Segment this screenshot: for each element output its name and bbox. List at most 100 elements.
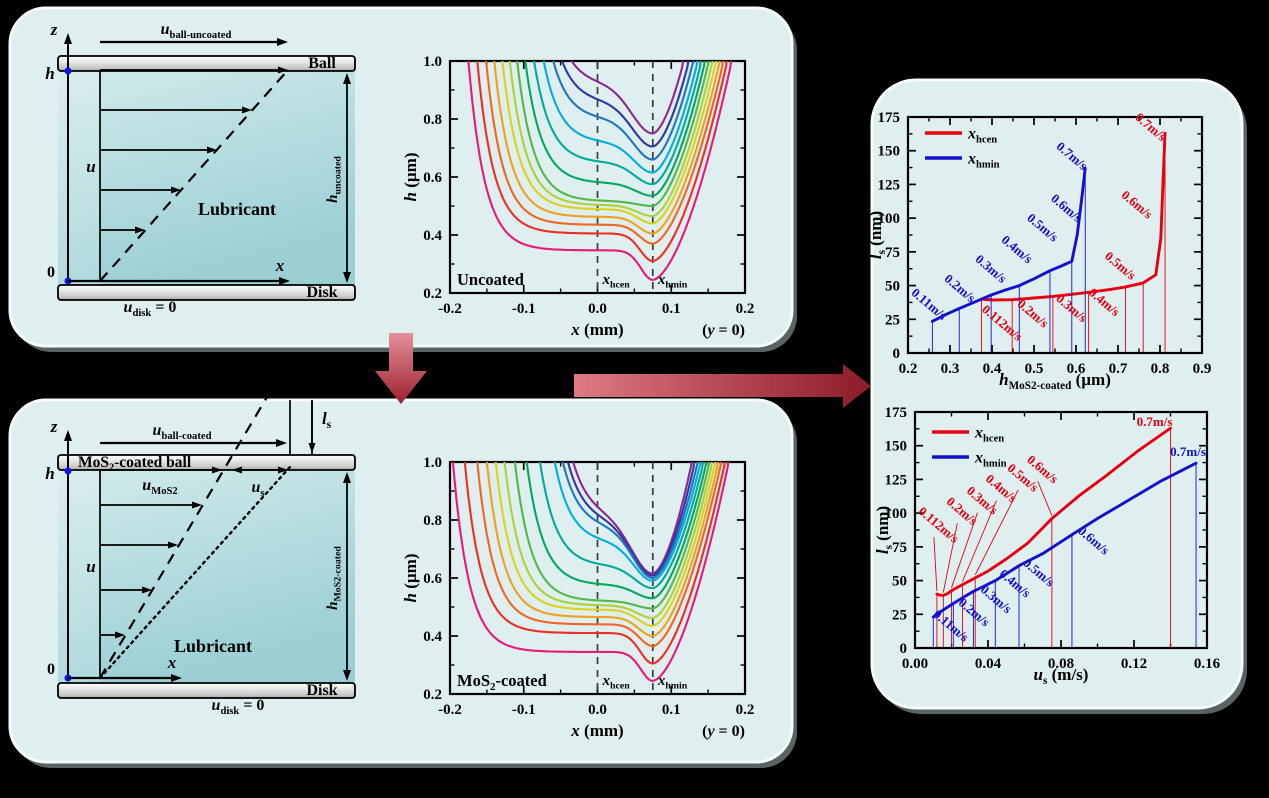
film-profile-curve	[516, 61, 710, 208]
y-tick-label: 0.8	[423, 513, 442, 529]
ball-bar	[57, 55, 356, 72]
arrowhead	[168, 541, 178, 549]
film-profile-curve	[451, 462, 730, 682]
velocity-arrow	[100, 66, 288, 74]
arrowhead	[232, 466, 242, 474]
arrowhead	[135, 226, 145, 234]
legend-label: xhcen	[974, 425, 1004, 445]
x-tick-label: 0.4	[983, 361, 1002, 377]
film-profile-curve	[501, 61, 718, 225]
film-profile-curve	[503, 462, 713, 620]
z-axis-label: z	[50, 20, 58, 39]
film-profile-curve	[493, 61, 721, 235]
lubricant-label: Lubricant	[198, 199, 276, 219]
chart-uncoated: -0.2 -0.1 0.0 0.1 0.2 0.2 0.4 0.6 0.8 1.0 xhcen xhm…	[401, 54, 754, 339]
label-leader	[962, 500, 997, 582]
h-gap-arrow	[343, 73, 351, 283]
x-tick-label: -0.2	[438, 702, 462, 718]
y-tick-label: 100	[885, 506, 908, 522]
u-disk-label: udisk = 0	[212, 697, 265, 717]
film-profile-curve	[542, 61, 699, 174]
x-tick-label: 0.2	[736, 702, 755, 718]
x-tick-label: 0.2	[736, 301, 755, 317]
lubricant-left-strip	[58, 70, 100, 285]
film-profile-curve	[494, 462, 717, 627]
panel-results	[870, 78, 1244, 710]
x-tick-label: 0.0	[588, 702, 607, 718]
y-tick-label: 0.8	[423, 112, 442, 128]
y-axis-title: ls (nm)	[873, 506, 895, 554]
arrowhead	[343, 272, 351, 283]
y-tick-label: 0.6	[423, 571, 442, 587]
schematic-uncoated: z h 0 x u Lubricant uball-uncoated Ball Disk udis…	[45, 20, 356, 319]
u-ball-arrow	[100, 38, 288, 46]
y-tick-label: 125	[885, 472, 908, 488]
arrowhead	[343, 670, 351, 681]
x-hcen-label: xhcen	[602, 272, 631, 291]
y-tick-label: 0	[893, 346, 901, 362]
x-tick-label: 0.7	[1109, 361, 1128, 377]
y-tick-label: 50	[885, 279, 900, 295]
film-profile-curve	[485, 462, 719, 638]
x-tick-label: 0.04	[975, 656, 1002, 672]
x-tick-label: -0.2	[438, 301, 462, 317]
flow-arrows-layer	[375, 333, 871, 408]
film-profile-curve	[476, 61, 728, 263]
x-axis-title: x (mm)	[570, 320, 623, 339]
film-profile-curve	[561, 61, 690, 148]
x-axis-title: x (mm)	[570, 721, 623, 740]
film-profile-curve	[538, 462, 705, 590]
arrowhead	[279, 277, 290, 285]
arrowhead	[278, 66, 288, 74]
film-profile-curve	[485, 61, 724, 245]
y-tick-label: 50	[892, 574, 907, 590]
lubricant-left-strip	[58, 470, 100, 683]
series-layer	[931, 426, 1198, 647]
x-tick-label: 0.2	[899, 361, 918, 377]
y-tick-label: 150	[885, 439, 908, 455]
x-tick-label: 0.16	[1194, 656, 1221, 672]
h-point-label: h	[45, 64, 54, 83]
film-profile-curve	[524, 61, 706, 197]
film-profile-curve	[467, 61, 733, 281]
x-tick-label: 0.00	[902, 656, 928, 672]
h-gap-label: hMoS2-coated	[325, 546, 344, 610]
film-profile-curve	[570, 61, 685, 135]
film-profile-curve	[508, 61, 714, 218]
x-axis-arrow	[68, 674, 182, 682]
series-x_hcen	[935, 426, 1172, 597]
y-tick-label: 175	[885, 405, 908, 421]
velocity-arrow	[100, 186, 181, 194]
ls-down-arrow	[308, 400, 316, 453]
label-leader	[933, 537, 938, 592]
arrowhead	[212, 466, 222, 474]
u-label: u	[86, 157, 95, 176]
y-tick-label: 175	[878, 110, 901, 126]
arrowhead	[343, 472, 351, 483]
x-tick-label: 0.9	[1193, 361, 1212, 377]
y-tick-label: 125	[878, 177, 901, 193]
x-axis-title: hMoS2-coated (µm)	[999, 370, 1111, 392]
velocity-arrow	[100, 106, 252, 114]
l-s-label: ls	[322, 409, 332, 431]
u-s-label: us	[251, 479, 264, 499]
speed-label: 0.7m/s	[1170, 444, 1206, 459]
slip-dotted-line	[98, 465, 292, 680]
arrowhead	[242, 106, 252, 114]
velocity-arrow-ball	[100, 466, 222, 474]
velocity-arrow	[100, 501, 202, 509]
flow-arrow-right	[574, 364, 871, 408]
x-tick-label: 0.8	[1151, 361, 1170, 377]
corner-label: MoS2-coated	[457, 671, 547, 693]
arrowhead	[308, 443, 316, 453]
lubricant-area	[58, 70, 355, 285]
x-tick-label: -0.1	[512, 301, 536, 317]
y-tick-label: 150	[878, 144, 901, 160]
speed-label: 0.7m/s	[1137, 414, 1173, 429]
film-profile-curve	[463, 462, 726, 665]
x-axis-label: x	[167, 653, 177, 672]
y-tick-label: 0.6	[423, 170, 442, 186]
u-ball-label: uball-uncoated	[161, 21, 232, 41]
